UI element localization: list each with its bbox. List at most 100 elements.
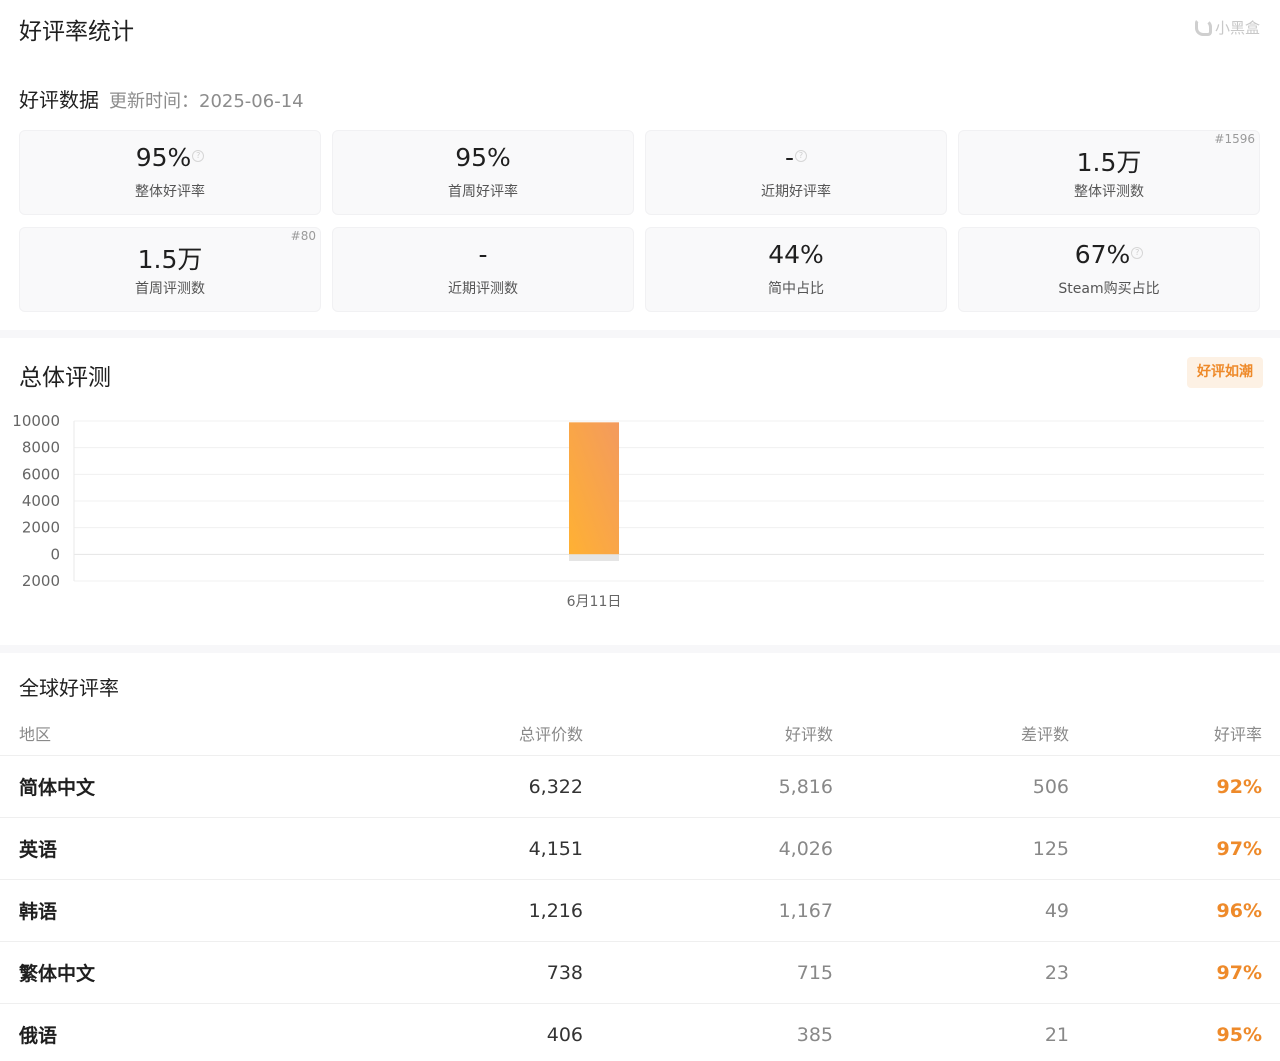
x-tick-label: 6月11日: [567, 594, 622, 610]
help-icon[interactable]: ?: [192, 150, 205, 162]
header-region: 地区: [19, 724, 52, 744]
positive-cell: 385: [796, 1023, 833, 1046]
help-icon[interactable]: ?: [795, 150, 808, 162]
positive-cell: 5,816: [778, 775, 833, 798]
stat-value-text: 67%: [1074, 240, 1131, 269]
overall-title: 总体评测: [19, 365, 111, 391]
global-title: 全球好评率: [19, 676, 119, 700]
region-cell: 俄语: [19, 1025, 58, 1047]
stat-label: 首周好评率: [448, 184, 518, 200]
stat-rank: #1596: [1214, 132, 1255, 146]
stat-card: - 近期评测数: [332, 227, 634, 312]
rate-cell: 97%: [1216, 961, 1262, 984]
overall-reviews-chart: 10000 8000 6000 4000 2000 0 2000 6月11日: [12, 412, 1264, 610]
table-row: 繁体中文 738 715 23 97%: [0, 942, 1280, 1004]
positive-cell: 715: [796, 961, 833, 984]
stat-value: 44%: [646, 240, 946, 269]
table-row: 英语 4,151 4,026 125 97%: [0, 818, 1280, 880]
y-tick-label: 4000: [22, 492, 60, 510]
table-row: 简体中文 6,322 5,816 506 92%: [0, 756, 1280, 818]
stat-card: 1.5万首周评测数 #80: [19, 227, 321, 312]
stat-value: 95%?: [20, 143, 320, 172]
y-tick-label: 6000: [22, 465, 60, 483]
global-rating-table: 地区 总评价数 好评数 差评数 好评率 简体中文 6,322 5,816 506 92%…: [0, 710, 1280, 1061]
total-cell: 4,151: [528, 837, 583, 860]
stat-value: -: [333, 240, 633, 269]
header-rate: 好评率: [1213, 724, 1262, 744]
logo-text: 小黑盒: [1214, 19, 1260, 37]
bar: [569, 422, 619, 555]
region-cell: 韩语: [19, 901, 58, 923]
region-cell: 简体中文: [19, 777, 96, 799]
stat-card: 44% 简中占比: [645, 227, 947, 312]
stat-label: 简中占比: [768, 281, 824, 297]
total-cell: 406: [546, 1023, 583, 1046]
summary-cards: 95%? 整体好评率 95% 首周好评率 -? 近期好评率 1.5万 整体评测数 #1596 1.…: [19, 130, 1264, 312]
y-tick-label: 2000: [22, 572, 60, 590]
stat-value-text: -: [784, 143, 795, 172]
logo-icon: [1194, 19, 1212, 36]
stat-value-text: 95%: [455, 143, 511, 172]
y-tick-label: 2000: [22, 519, 60, 537]
positive-cell: 1,167: [778, 899, 833, 922]
stat-value-text: 95%: [135, 143, 192, 172]
stat-value: 67%?: [959, 240, 1259, 269]
rate-cell: 96%: [1216, 899, 1262, 922]
negative-cell: 49: [1044, 899, 1069, 922]
summary-header: 好评数据 更新时间：2025-06-14: [19, 84, 304, 113]
stat-value: 1.5万: [959, 143, 1259, 179]
stat-card: 1.5万整体评测数 #1596: [958, 130, 1260, 215]
y-tick-label: 10000: [12, 412, 60, 430]
stat-value-text: 1.5万: [1076, 148, 1142, 177]
table-header: 地区 总评价数 好评数 差评数 好评率: [0, 710, 1280, 756]
rate-cell: 92%: [1216, 775, 1262, 798]
total-cell: 738: [546, 961, 583, 984]
region-cell: 英语: [19, 839, 58, 861]
table-row: 俄语 406 385 21 95%: [0, 1004, 1280, 1061]
stat-value: 95%: [333, 143, 633, 172]
section-divider: [0, 330, 1280, 338]
stat-card: 67%? Steam购买占比: [958, 227, 1260, 312]
header-total: 总评价数: [518, 724, 583, 744]
rate-cell: 95%: [1216, 1023, 1262, 1046]
help-icon[interactable]: ?: [1131, 247, 1144, 259]
stat-value-text: 44%: [768, 240, 824, 269]
page-title: 好评率统计: [19, 19, 134, 45]
stat-value-text: 1.5万: [137, 245, 203, 274]
table-row: 韩语 1,216 1,167 49 96%: [0, 880, 1280, 942]
bar: [569, 554, 619, 561]
section-divider: [0, 645, 1280, 653]
page-header: 好评率统计 小黑盒: [0, 0, 1280, 60]
header-negative: 差评数: [1020, 724, 1069, 744]
y-tick-label: 8000: [22, 439, 60, 457]
stat-label: 整体好评率: [135, 184, 205, 200]
negative-cell: 21: [1044, 1023, 1069, 1046]
stat-card: -? 近期好评率: [645, 130, 947, 215]
y-tick-label: 0: [50, 545, 60, 563]
negative-cell: 23: [1044, 961, 1069, 984]
stat-rank: #80: [290, 229, 316, 243]
stat-label: Steam购买占比: [1058, 281, 1160, 297]
summary-title: 好评数据: [19, 88, 99, 112]
stat-value: -?: [646, 143, 946, 172]
header-positive: 好评数: [784, 724, 833, 744]
negative-cell: 125: [1032, 837, 1069, 860]
update-time: 更新时间：2025-06-14: [109, 91, 304, 112]
table-body: 简体中文 6,322 5,816 506 92% 英语 4,151 4,026 125 97% 韩语…: [0, 756, 1280, 1061]
stat-card: 95% 首周好评率: [332, 130, 634, 215]
total-cell: 1,216: [528, 899, 583, 922]
stat-label: 近期评测数: [448, 281, 518, 297]
region-cell: 繁体中文: [19, 963, 96, 985]
rating-badge: 好评如潮: [1187, 357, 1263, 388]
stat-label: 首周评测数: [135, 281, 205, 297]
stat-value-text: -: [478, 240, 488, 269]
stat-label: 整体评测数: [1074, 184, 1144, 200]
xiaoheihe-logo: 小黑盒: [1194, 17, 1260, 38]
negative-cell: 506: [1032, 775, 1069, 798]
rate-cell: 97%: [1216, 837, 1262, 860]
stat-label: 近期好评率: [761, 184, 831, 200]
total-cell: 6,322: [528, 775, 583, 798]
stat-card: 95%? 整体好评率: [19, 130, 321, 215]
positive-cell: 4,026: [778, 837, 833, 860]
stat-value: 1.5万: [20, 240, 320, 276]
